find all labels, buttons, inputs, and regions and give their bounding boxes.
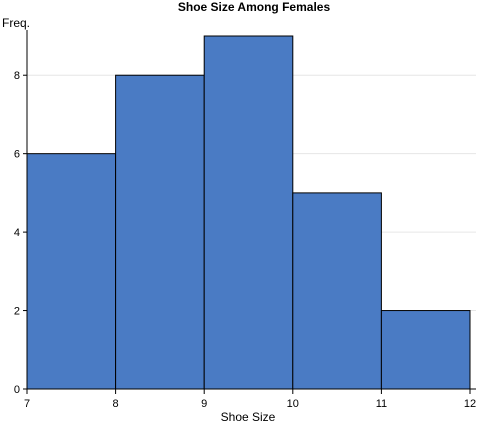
y-tick-label: 2 [14,306,20,318]
y-axis-label: Freq. [2,16,30,30]
y-tick-label: 8 [14,70,20,82]
x-tick-label: 11 [376,398,387,410]
histogram-bars [26,35,471,390]
chart-title: Shoe Size Among Females [178,0,331,14]
y-tick-label: 4 [14,227,20,239]
x-tick-label: 10 [287,398,299,410]
y-tick-label: 6 [14,149,20,161]
y-tick-label: 0 [14,384,20,396]
y-axis: 0 2 4 6 8 [14,30,28,396]
x-tick-label: 12 [464,398,476,410]
x-tick-label: 9 [201,398,207,410]
x-tick-label: 8 [113,398,119,410]
histogram-bar [26,153,117,390]
x-tick-label: 7 [24,398,30,410]
histogram-bar [292,192,382,390]
histogram-bar [203,35,294,390]
histogram-bar [115,74,205,390]
x-axis-label: Shoe Size [221,410,276,424]
x-axis: 7 8 9 10 11 12 [24,388,476,410]
histogram-bar [380,310,471,390]
